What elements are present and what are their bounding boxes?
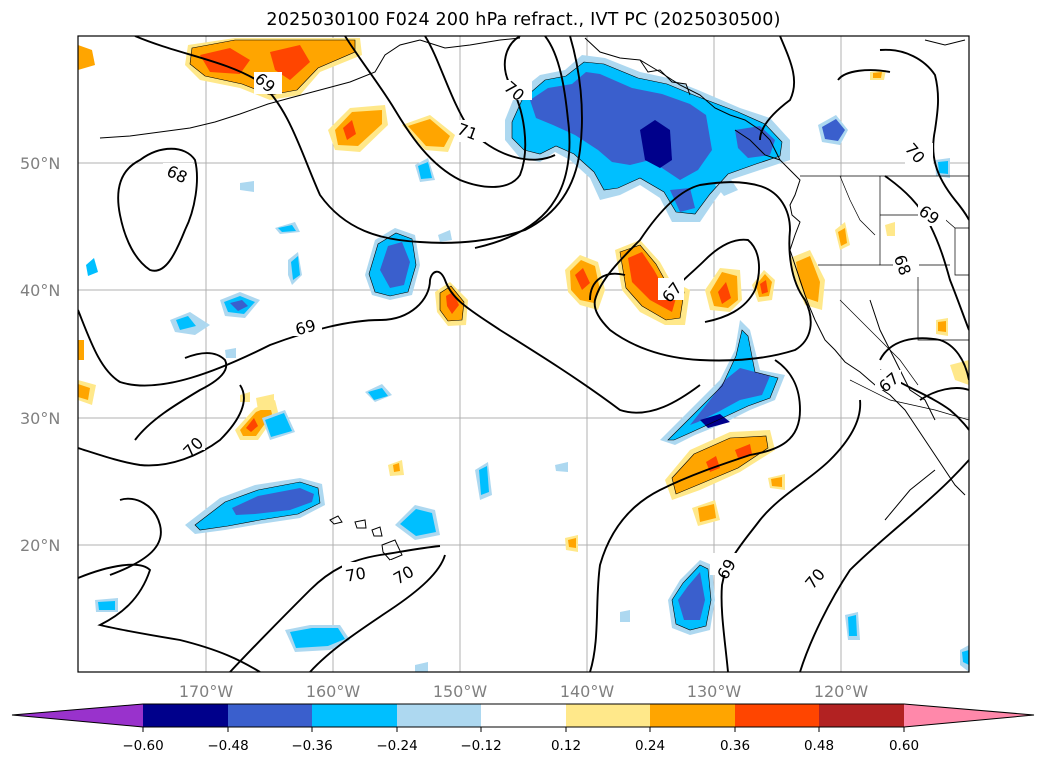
lon-label: 140°W — [560, 682, 615, 701]
map-title: 2025030100 F024 200 hPa refract., IVT PC… — [266, 10, 781, 30]
colorbar: −0.60 −0.48 −0.36 −0.24 −0.12 0.12 0.24 … — [11, 703, 1035, 754]
map-panel: 68 69 70 71 69 70 70 70 69 70 70 68 69 — [78, 36, 969, 672]
lon-label: 170°W — [179, 682, 234, 701]
colorbar-tick: −0.12 — [460, 738, 501, 754]
lon-label: 130°W — [687, 682, 742, 701]
longitude-labels: 170°W 160°W 150°W 140°W 130°W 120°W — [179, 682, 869, 701]
colorbar-tick: 0.24 — [635, 738, 665, 754]
borders — [800, 175, 969, 421]
lat-label: 30°N — [20, 409, 60, 428]
map-frame — [77, 35, 970, 673]
lon-label: 150°W — [433, 682, 488, 701]
colorbar-tick: 0.60 — [889, 738, 919, 754]
contour-label: 69 — [293, 316, 318, 340]
anomaly-outlines — [189, 39, 783, 631]
lon-label: 120°W — [814, 682, 869, 701]
colorbar-tick: 0.36 — [720, 738, 750, 754]
lon-label: 160°W — [306, 682, 361, 701]
contour-label: 70 — [344, 563, 367, 585]
latitude-labels: 50°N 40°N 30°N 20°N — [20, 154, 60, 555]
colorbar-tick: 0.12 — [551, 738, 581, 754]
lat-label: 50°N — [20, 154, 60, 173]
negative-anomaly-areas — [86, 55, 969, 672]
lat-label: 20°N — [20, 536, 60, 555]
lat-label: 40°N — [20, 281, 60, 300]
colorbar-tick: −0.60 — [122, 738, 163, 754]
colorbar-tick: −0.36 — [291, 738, 332, 754]
colorbar-tick: −0.48 — [207, 738, 248, 754]
positive-anomaly-areas — [78, 38, 969, 552]
refractivity-contours — [78, 36, 969, 672]
colorbar-tick: −0.24 — [376, 738, 417, 754]
hawaii-islands — [329, 515, 403, 561]
colorbar-tick: 0.48 — [804, 738, 834, 754]
